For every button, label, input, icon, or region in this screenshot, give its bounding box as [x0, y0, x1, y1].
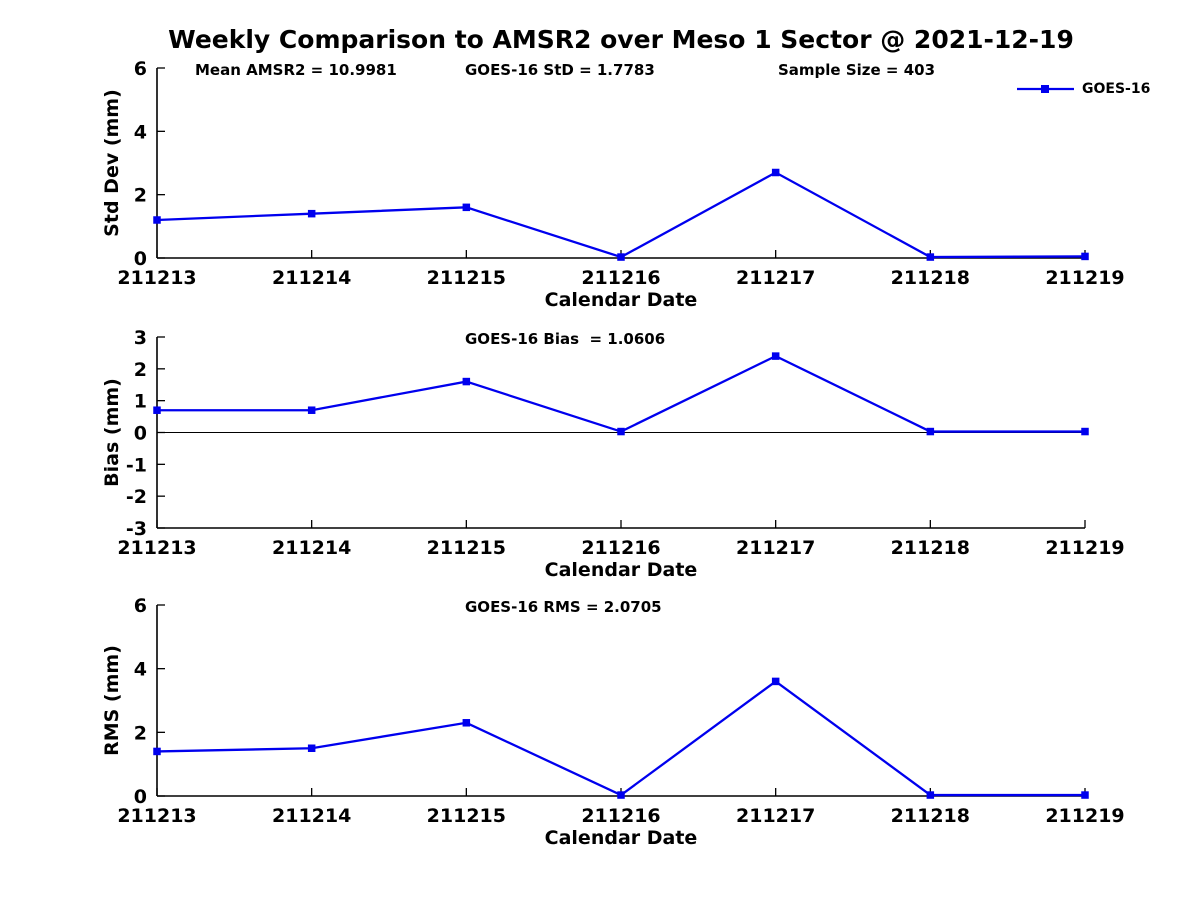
- subplot-std-dev: 0 2 4 6 211213 211214 211215 211216 211217 211218…: [101, 58, 1125, 311]
- x-tick-label: 211217: [736, 267, 815, 289]
- annotation-rms: GOES-16 RMS = 2.0705: [465, 598, 662, 616]
- data-point: [307, 406, 316, 414]
- data-point: [153, 406, 161, 414]
- data-point: [462, 719, 471, 727]
- data-point: [926, 791, 935, 799]
- x-tick-label: 211213: [117, 537, 196, 559]
- y-tick-label: 6: [134, 595, 147, 617]
- y-axis-label: Std Dev (mm): [101, 89, 123, 237]
- x-axis-label: Calendar Date: [545, 827, 698, 849]
- legend-line-icon: [1017, 85, 1074, 93]
- data-point: [153, 216, 161, 224]
- y-tick-label: 1: [134, 391, 147, 413]
- y-tick-label: 0: [134, 423, 147, 445]
- x-tick-label: 211215: [427, 537, 506, 559]
- legend: GOES-16: [1016, 80, 1150, 98]
- data-point: [926, 427, 935, 436]
- annotation-std-dev: Mean AMSR2 = 10.9981: [195, 61, 397, 79]
- subplot-bias: -3 -2 -1 0 1 2 3 211213 211214 211215 211216 211217…: [101, 327, 1125, 581]
- x-tick-label: 211216: [581, 267, 660, 289]
- data-point: [617, 253, 625, 261]
- x-tick-label: 211219: [1045, 537, 1124, 559]
- y-tick-label: -2: [126, 486, 147, 508]
- y-tick-label: 0: [134, 786, 147, 808]
- data-point: [617, 427, 625, 436]
- annotation-std-dev: Sample Size = 403: [778, 61, 936, 79]
- legend-label: GOES-16: [1082, 81, 1151, 97]
- x-tick-label: 211215: [427, 805, 506, 827]
- x-axis-label: Calendar Date: [545, 559, 698, 581]
- x-axis-label: Calendar Date: [545, 289, 698, 311]
- x-tick-label: 211213: [117, 805, 196, 827]
- annotation-bias: GOES-16 Bias = 1.0606: [465, 330, 666, 348]
- y-axis-label: Bias (mm): [101, 378, 123, 487]
- x-tick-label: 211217: [736, 805, 815, 827]
- x-tick-label: 211218: [891, 805, 970, 827]
- y-tick-label: 4: [134, 659, 147, 681]
- chart-title: Weekly Comparison to AMSR2 over Meso 1 S…: [168, 25, 1074, 54]
- annotation-std-dev: GOES-16 StD = 1.7783: [465, 61, 655, 79]
- x-tick-label: 211216: [581, 805, 660, 827]
- x-tick-label: 211217: [736, 537, 815, 559]
- x-tick-label: 211215: [427, 267, 506, 289]
- y-axis-label: RMS (mm): [101, 645, 123, 756]
- data-point: [926, 253, 935, 261]
- y-tick-label: 2: [134, 722, 147, 744]
- x-tick-label: 211214: [272, 267, 351, 289]
- y-tick-label: 6: [134, 58, 147, 80]
- x-tick-label: 211214: [272, 537, 351, 559]
- data-point: [617, 791, 625, 799]
- data-point: [307, 744, 316, 752]
- x-tick-label: 211213: [117, 267, 196, 289]
- data-point: [771, 352, 780, 360]
- data-point: [462, 203, 471, 212]
- y-tick-label: 3: [134, 327, 147, 349]
- data-point: [462, 377, 471, 386]
- x-tick-label: 211219: [1045, 805, 1124, 827]
- data-line-goes-16: [157, 354, 1085, 433]
- data-point: [307, 209, 316, 218]
- data-point: [771, 168, 780, 177]
- x-tick-label: 211218: [891, 537, 970, 559]
- data-line-goes-16: [156, 171, 1086, 259]
- x-tick-label: 211219: [1045, 267, 1124, 289]
- data-line-goes-16: [156, 679, 1085, 797]
- data-point: [771, 677, 780, 686]
- data-point: [153, 747, 161, 756]
- y-tick-label: 0: [134, 248, 147, 270]
- x-tick-label: 211216: [581, 537, 660, 559]
- y-tick-label: -1: [126, 454, 147, 476]
- x-tick-label: 211218: [891, 267, 970, 289]
- y-tick-label: 2: [134, 185, 147, 207]
- data-point: [1081, 252, 1089, 261]
- x-tick-label: 211214: [272, 805, 351, 827]
- subplot-rms: 0 2 4 6 211213 211214 211215 211216 211217 211218…: [101, 595, 1125, 849]
- data-point: [1081, 427, 1089, 436]
- data-point: [1081, 791, 1089, 799]
- y-tick-label: 4: [134, 121, 147, 143]
- y-tick-label: -3: [126, 518, 147, 540]
- y-tick-label: 2: [134, 359, 147, 381]
